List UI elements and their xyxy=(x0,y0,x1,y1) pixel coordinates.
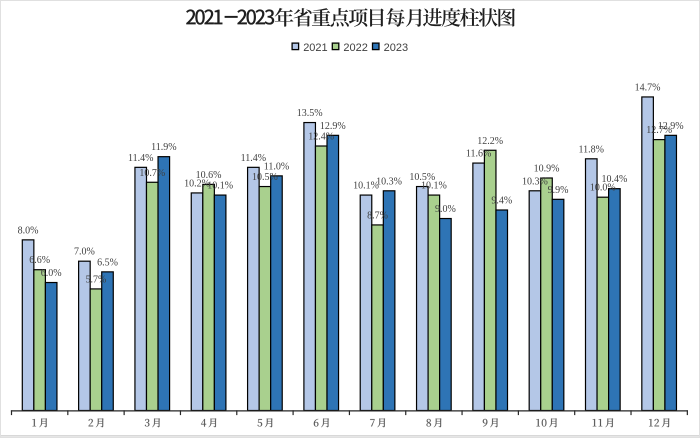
svg-text:12.7%: 12.7% xyxy=(646,125,672,136)
svg-text:12.2%: 12.2% xyxy=(477,136,503,147)
svg-text:12.9%: 12.9% xyxy=(320,121,346,132)
svg-text:10.3%: 10.3% xyxy=(522,176,548,187)
svg-text:9.0%: 9.0% xyxy=(435,204,456,215)
svg-text:5.7%: 5.7% xyxy=(86,274,107,285)
svg-text:11.0%: 11.0% xyxy=(264,161,289,172)
svg-text:12.9%: 12.9% xyxy=(658,121,684,132)
svg-text:7.0%: 7.0% xyxy=(74,247,95,258)
svg-text:10.1%: 10.1% xyxy=(353,181,379,192)
svg-text:11.4%: 11.4% xyxy=(241,153,266,164)
svg-text:11.9%: 11.9% xyxy=(151,142,176,153)
svg-text:10.5%: 10.5% xyxy=(252,172,278,183)
svg-text:2022: 2022 xyxy=(343,42,367,54)
svg-text:10.0%: 10.0% xyxy=(590,183,616,194)
svg-text:10.6%: 10.6% xyxy=(196,170,222,181)
svg-text:10.5%: 10.5% xyxy=(409,172,435,183)
svg-text:10.1%: 10.1% xyxy=(421,181,447,192)
svg-text:10.1%: 10.1% xyxy=(207,181,233,192)
svg-text:10.2%: 10.2% xyxy=(184,178,210,189)
svg-text:14.7%: 14.7% xyxy=(635,82,661,93)
svg-text:6.5%: 6.5% xyxy=(97,257,118,268)
svg-text:10.9%: 10.9% xyxy=(534,164,560,175)
svg-text:6.6%: 6.6% xyxy=(29,255,50,266)
svg-text:11.4%: 11.4% xyxy=(128,153,153,164)
svg-text:2021: 2021 xyxy=(303,42,327,54)
svg-text:12.4%: 12.4% xyxy=(308,132,334,143)
svg-text:11.6%: 11.6% xyxy=(466,149,491,160)
svg-text:8.0%: 8.0% xyxy=(18,225,39,236)
svg-text:6.0%: 6.0% xyxy=(41,268,62,279)
svg-text:8.7%: 8.7% xyxy=(367,210,388,221)
svg-text:10.4%: 10.4% xyxy=(601,174,627,185)
svg-text:9.9%: 9.9% xyxy=(548,185,569,196)
svg-text:10.7%: 10.7% xyxy=(139,168,165,179)
svg-text:11.8%: 11.8% xyxy=(579,144,604,155)
svg-text:10.3%: 10.3% xyxy=(376,176,402,187)
svg-text:2023: 2023 xyxy=(384,42,408,54)
svg-text:9.4%: 9.4% xyxy=(491,196,512,207)
svg-text:13.5%: 13.5% xyxy=(297,108,323,119)
